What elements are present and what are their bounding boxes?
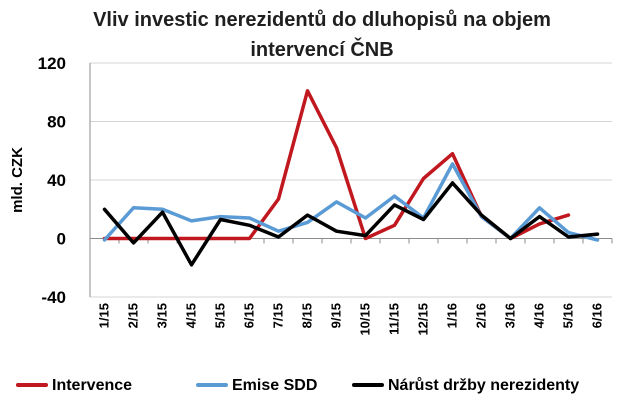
x-tick-label: 1/15	[97, 303, 112, 328]
x-tick-label: 1/16	[445, 303, 460, 328]
legend-label: Intervence	[52, 377, 132, 394]
legend: Intervence Emise SDD Nárůst držby nerezide…	[16, 377, 579, 394]
series-line-intervence	[102, 89, 571, 241]
y-tick-label: -40	[41, 288, 66, 307]
x-tick-label: 6/16	[590, 303, 605, 328]
legend-label: Emise SDD	[232, 377, 317, 394]
x-tick-label: 7/15	[271, 303, 286, 328]
x-tick-label: 8/15	[300, 303, 315, 328]
y-tick-label: 40	[47, 171, 66, 190]
chart-title: Vliv investic nerezidentů do dluhopisů n…	[93, 9, 551, 61]
y-tick-labels: -40 0 40 80 120	[38, 54, 66, 307]
x-tick-label: 12/15	[416, 303, 431, 336]
x-tick-label: 5/15	[213, 303, 228, 328]
y-axis-label: mld. CZK	[9, 147, 26, 213]
series-lines	[102, 89, 600, 267]
x-tick-label: 3/16	[503, 303, 518, 328]
chart-title-line: Vliv investic nerezidentů do dluhopisů n…	[93, 9, 551, 31]
x-tick-label: 5/16	[561, 303, 576, 328]
gridlines	[90, 62, 612, 298]
x-tick-label: 11/15	[387, 303, 402, 335]
chart-title-line: intervencí ČNB	[250, 37, 393, 61]
x-tick-labels: 1/15 2/15 3/15 4/15 5/15 6/15 7/15 8/15 9/15 10/1…	[97, 303, 605, 336]
x-tick-label: 4/16	[532, 303, 547, 328]
x-tick-label: 6/15	[242, 303, 257, 328]
legend-label: Nárůst držby nerezidenty	[388, 377, 579, 394]
y-tick-label: 120	[38, 54, 66, 73]
x-tick-label: 2/15	[126, 303, 141, 328]
x-tick-label: 3/15	[155, 303, 170, 328]
x-tick-label: 10/15	[358, 303, 373, 336]
x-tick-label: 9/15	[329, 303, 344, 328]
x-tick-label: 2/16	[474, 303, 489, 328]
y-tick-label: 80	[47, 113, 66, 132]
x-tick-label: 4/15	[184, 303, 199, 328]
series-line-narust-drzby-nerezidenty	[102, 181, 600, 267]
y-tick-label: 0	[57, 230, 66, 249]
